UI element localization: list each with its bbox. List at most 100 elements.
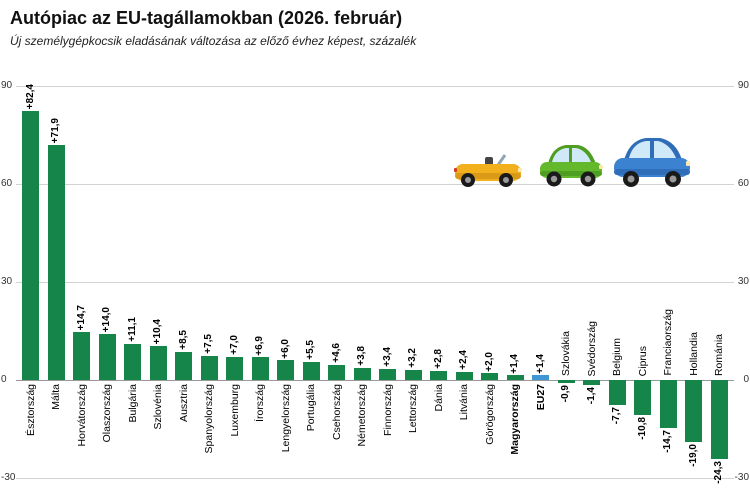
bar-Spanyolország [200,355,218,380]
bar-country-label: Málta [50,384,63,410]
gridline [16,86,734,87]
bar-country-label: Svédország [585,320,598,376]
bar-country-label: Franciaország [662,309,675,376]
bar-Svédország [583,380,601,385]
bar-Franciaország [659,380,677,429]
green-car-icon [540,145,603,187]
bar-country-label: Litvánia [458,384,471,421]
bar-value-label: +6,0 [279,338,291,359]
y-axis-tick-label: -30 [734,472,749,483]
bar-value-label: +82,4 [24,83,36,109]
bar-country-label: Belgium [611,338,624,376]
bar-Görögország [481,373,499,380]
gridline [16,282,734,283]
bar-value-label: -19,0 [687,444,699,467]
y-axis-tick-label: -30 [1,472,16,483]
bar-Szlovákia [557,380,575,383]
bar-Lettország [404,369,422,380]
bar-Románia [710,380,728,460]
bar-value-label: +71,9 [50,117,62,144]
bar-value-label: -24,3 [713,461,725,485]
bar-value-label: -7,7 [611,407,623,425]
bar-Bulgária [124,343,142,380]
bar-country-label: Szlovénia [152,384,165,430]
bar-Lengyelország [277,360,295,380]
bar-value-label: +3,8 [356,345,368,366]
bar-value-label: +1,4 [509,353,521,374]
bar-value-label: +4,6 [330,343,342,363]
bar-country-label: Luxemburg [228,384,241,437]
y-axis-tick-label: 60 [1,178,13,189]
bar-Csehország [328,364,346,380]
bar-value-label: -14,7 [662,430,674,453]
bar-value-label: +3,4 [381,347,393,367]
gridline [16,478,734,479]
bar-Horvátország [73,331,91,380]
bar-Luxemburg [226,357,244,380]
gridline [16,184,734,185]
bar-value-label: +2,0 [483,351,495,372]
bar-Észtország [22,110,40,380]
bar-value-label: +2,8 [432,349,444,369]
y-axis-tick-label: 60 [737,178,749,189]
chart-subtitle: Új személygépkocsik eladásának változása… [10,34,417,48]
bar-country-label: Spanyolország [203,384,216,454]
bar-country-label: Finnország [381,384,394,436]
bar-country-label: Lettország [407,384,420,434]
bar-value-label: -0,9 [560,384,572,403]
bar-Szlovénia [149,346,167,380]
bar-Finnország [379,368,397,380]
bar-Olaszország [98,334,116,380]
bar-country-label: Szlovákia [560,331,573,376]
bar-value-label: +6,9 [254,335,266,356]
bar-country-label: Csehország [330,384,343,441]
bar-value-label: +14,0 [101,306,113,333]
car-icons-group [450,118,700,188]
bar-country-label: Görögország [483,384,496,445]
bar-country-label: Magyarország [509,384,522,455]
bar-country-label: Hollandia [687,332,700,376]
bar-country-label: Portugália [305,384,318,432]
bar-country-label: Ausztria [177,384,190,422]
gridline [16,380,734,381]
bar-Németország [353,367,371,380]
bar-chart-plot-area: 90 90 60 60 30 30 0 0 -30 -30 +82,4 Észtország +71,9… [0,80,750,484]
bar-country-label: Bulgária [126,384,139,423]
bar-Belgium [608,380,626,406]
bar-Írország [251,357,269,380]
bar-value-label: +10,4 [152,318,164,345]
bar-value-label: +7,0 [228,335,240,356]
y-axis-tick-label: 0 [743,374,749,385]
bar-value-label: +2,4 [458,350,470,371]
bar-value-label: -10,8 [636,417,648,441]
bar-value-label: +7,5 [203,333,215,354]
bar-country-label: Németország [356,384,369,447]
bar-country-label: Olaszország [101,384,114,443]
bar-Hollandia [685,380,703,443]
bar-value-label: +8,5 [177,330,189,351]
bar-country-label: Ciprus [636,345,649,376]
cabrio-car-icon [454,154,522,187]
bar-Magyarország [506,375,524,380]
bar-value-label: -1,4 [585,386,597,404]
y-axis-tick-label: 30 [1,276,13,287]
bar-Portugália [302,362,320,380]
bar-country-label: Horvátország [75,384,88,447]
bar-EU27 [532,375,550,380]
bar-country-label: EU27 [534,384,547,411]
bar-country-label: Észtország [24,384,37,436]
bar-value-label: +14,7 [75,304,87,330]
bar-country-label: Lengyelország [279,384,292,453]
bar-value-label: +11,1 [126,316,138,342]
y-axis-tick-label: 90 [737,80,749,91]
bar-value-label: +1,4 [534,353,546,374]
y-axis-tick-label: 0 [1,374,7,385]
chart-title: Autópiac az EU-tagállamokban (2026. febr… [10,8,403,28]
bar-Dánia [430,370,448,380]
bar-Litvánia [455,372,473,380]
bar-country-label: Dánia [432,384,445,412]
bar-country-label: Románia [713,333,726,376]
bar-country-label: Írország [254,384,267,422]
bar-value-label: +3,2 [407,347,419,368]
y-axis-tick-label: 30 [737,276,749,287]
